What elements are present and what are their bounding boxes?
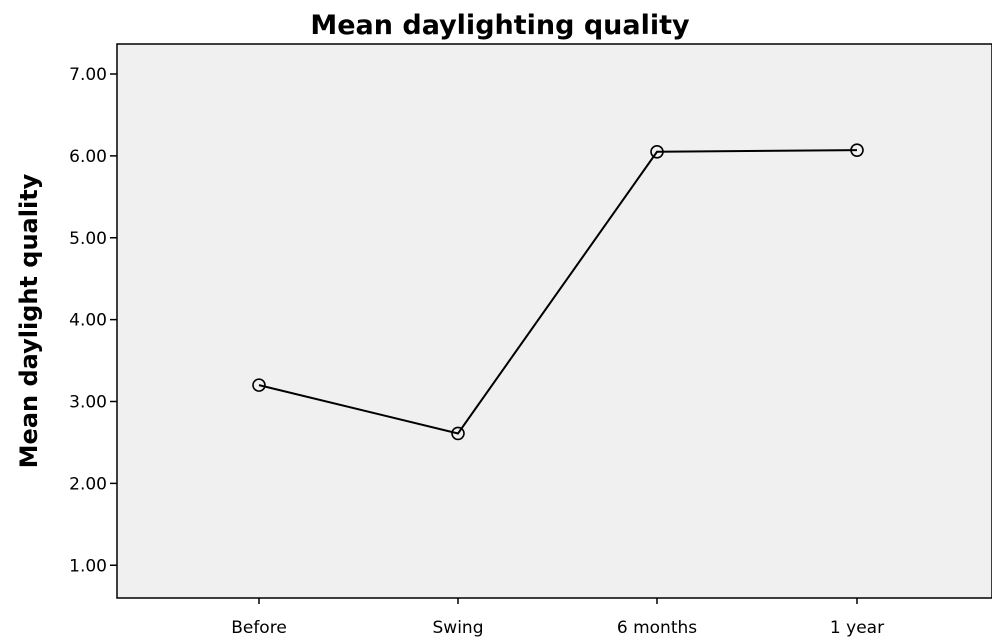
data-point [650, 144, 664, 159]
y-tick-label: 5.00 [69, 229, 107, 249]
series-point-group [252, 143, 864, 441]
series-line [258, 149, 858, 435]
y-tick-label: 6.00 [69, 147, 107, 167]
series-line-group [258, 149, 858, 435]
x-axis: Before Swing 6 months 1 year [231, 598, 884, 638]
y-tick-label: 7.00 [69, 65, 107, 85]
plot-area [116, 43, 992, 599]
y-tick-label: 2.00 [69, 474, 107, 494]
y-tick-label: 1.00 [69, 556, 107, 576]
data-point [252, 378, 266, 392]
y-axis: 1.00 2.00 3.00 4.00 5.00 6.00 7.00 [69, 65, 117, 576]
data-point [850, 143, 864, 157]
x-tick-label: Before [231, 618, 287, 638]
x-tick-label: 6 months [617, 618, 697, 638]
y-axis-label: Mean daylight quality [15, 173, 43, 468]
y-tick-label: 3.00 [69, 393, 107, 413]
x-tick-label: Swing [433, 618, 484, 638]
chart-title: Mean daylighting quality [310, 10, 690, 41]
x-tick-label: 1 year [830, 618, 884, 638]
y-tick-label: 4.00 [69, 311, 107, 331]
data-point [451, 426, 465, 441]
